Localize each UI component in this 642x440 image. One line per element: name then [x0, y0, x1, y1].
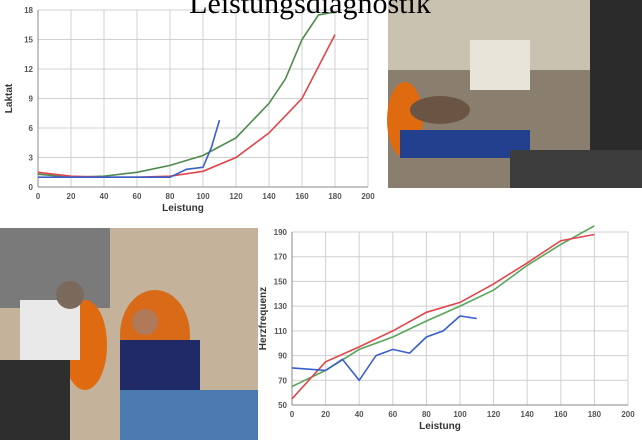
- x-tick-label: 0: [290, 410, 295, 419]
- x-tick-label: 20: [67, 192, 76, 201]
- y-tick-label: 50: [278, 401, 287, 410]
- x-tick-label: 140: [521, 410, 535, 419]
- photo-test: [0, 228, 258, 440]
- y-tick-label: 15: [24, 36, 33, 45]
- x-tick-label: 160: [295, 192, 309, 201]
- y-tick-label: 190: [274, 228, 288, 237]
- chart-background: [258, 212, 642, 440]
- x-tick-label: 180: [588, 410, 602, 419]
- y-tick-label: 150: [274, 277, 288, 286]
- y-tick-label: 130: [274, 302, 288, 311]
- y-tick-label: 110: [274, 327, 287, 336]
- x-tick-label: 160: [554, 410, 568, 419]
- x-tick-label: 0: [36, 192, 41, 201]
- y-axis-label: Laktat: [4, 83, 15, 113]
- x-tick-label: 100: [453, 410, 467, 419]
- photo-lab: [387, 0, 642, 188]
- y-tick-label: 18: [24, 6, 33, 15]
- x-tick-label: 80: [422, 410, 431, 419]
- y-tick-label: 0: [29, 183, 34, 192]
- page-title: Leistungsdiagnostik: [189, 0, 431, 20]
- y-tick-label: 170: [274, 253, 288, 262]
- x-tick-label: 200: [361, 192, 375, 201]
- y-tick-label: 12: [24, 65, 33, 74]
- x-tick-label: 140: [262, 192, 276, 201]
- x-tick-label: 100: [196, 192, 210, 201]
- x-tick-label: 180: [328, 192, 342, 201]
- x-tick-label: 60: [133, 192, 142, 201]
- x-tick-label: 200: [621, 410, 635, 419]
- x-tick-label: 40: [100, 192, 109, 201]
- x-tick-label: 40: [355, 410, 364, 419]
- y-axis-label: Herzfrequenz: [258, 287, 269, 350]
- x-tick-label: 120: [487, 410, 501, 419]
- x-tick-label: 60: [388, 410, 397, 419]
- page: 0369121518020406080100120140160180200Lei…: [0, 0, 642, 440]
- x-tick-label: 120: [229, 192, 243, 201]
- x-axis-label: Leistung: [419, 421, 461, 432]
- collage: 0369121518020406080100120140160180200Lei…: [0, 0, 642, 440]
- y-tick-label: 3: [29, 154, 34, 163]
- y-tick-label: 90: [278, 352, 287, 361]
- x-tick-label: 80: [166, 192, 175, 201]
- y-tick-label: 70: [278, 376, 287, 385]
- chart-background: [0, 0, 385, 215]
- y-tick-label: 6: [29, 124, 34, 133]
- x-axis-label: Leistung: [162, 203, 204, 214]
- y-tick-label: 9: [29, 95, 34, 104]
- x-tick-label: 20: [321, 410, 330, 419]
